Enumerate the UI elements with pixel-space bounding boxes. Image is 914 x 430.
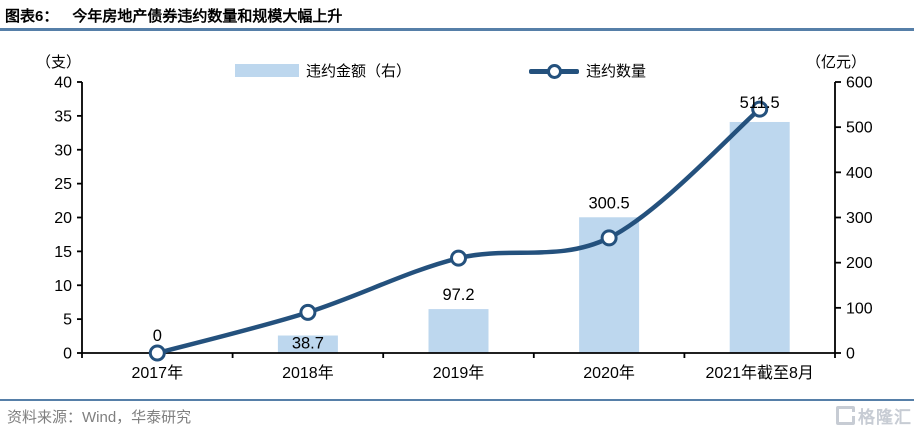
bar-swatch-icon [235, 64, 299, 77]
title-divider [0, 28, 914, 31]
right-tick-label: 400 [846, 165, 873, 182]
left-tick-label: 40 [54, 75, 72, 92]
figure-number: 图表6： [5, 8, 59, 25]
category-label: 2021年截至8月 [705, 364, 814, 382]
line-marker [299, 303, 317, 321]
data-label: 0 [153, 327, 162, 345]
left-tick-label: 35 [54, 108, 72, 125]
figure-title: 图表6： 今年房地产债券违约数量和规模大幅上升 [5, 5, 342, 26]
category-label: 2020年 [583, 364, 635, 382]
left-tick-label: 10 [54, 278, 72, 295]
legend-label-bar: 违约金额（右） [306, 63, 412, 80]
left-tick-label: 15 [54, 244, 72, 261]
right-axis-unit: （亿元） [806, 54, 867, 71]
category-label: 2018年 [282, 364, 334, 382]
legend-item-line: 违约数量 [529, 60, 646, 81]
gelonghui-logo-text: 格隆汇 [858, 408, 912, 427]
figure-title-text: 今年房地产债券违约数量和规模大幅上升 [72, 8, 343, 25]
right-tick-label: 500 [846, 120, 873, 137]
line-marker-swatch-icon [529, 63, 579, 79]
data-label: 38.7 [292, 335, 324, 353]
category-label: 2019年 [433, 364, 485, 382]
data-label: 511.5 [740, 94, 780, 112]
line-marker [450, 249, 467, 267]
right-tick-label: 200 [846, 255, 873, 272]
line-marker [600, 229, 618, 247]
category-label: 2017年 [131, 364, 183, 382]
left-axis-unit: （支） [36, 54, 82, 71]
right-tick-label: 300 [846, 210, 873, 227]
right-tick-label: 600 [846, 75, 873, 92]
legend-item-bar: 违约金额（右） [235, 60, 411, 81]
line-marker [751, 100, 769, 118]
bar [729, 121, 790, 353]
right-tick-label: 0 [846, 346, 855, 363]
bar [428, 309, 489, 353]
left-tick-label: 5 [63, 312, 72, 329]
footer-divider [0, 399, 914, 401]
right-tick-label: 100 [846, 300, 873, 317]
data-label: 300.5 [588, 194, 629, 212]
line-marker [148, 344, 166, 362]
data-label: 97.2 [442, 286, 474, 304]
legend-label-line: 违约数量 [586, 63, 647, 80]
left-tick-label: 30 [54, 142, 72, 159]
left-tick-label: 25 [54, 176, 72, 193]
source-note: 资料来源：Wind，华泰研究 [7, 409, 192, 426]
gelonghui-logo-icon [836, 406, 855, 425]
gelonghui-logo: 格隆汇 [836, 403, 912, 428]
left-tick-label: 0 [63, 346, 72, 363]
bar [277, 335, 338, 353]
left-tick-label: 20 [54, 210, 72, 227]
